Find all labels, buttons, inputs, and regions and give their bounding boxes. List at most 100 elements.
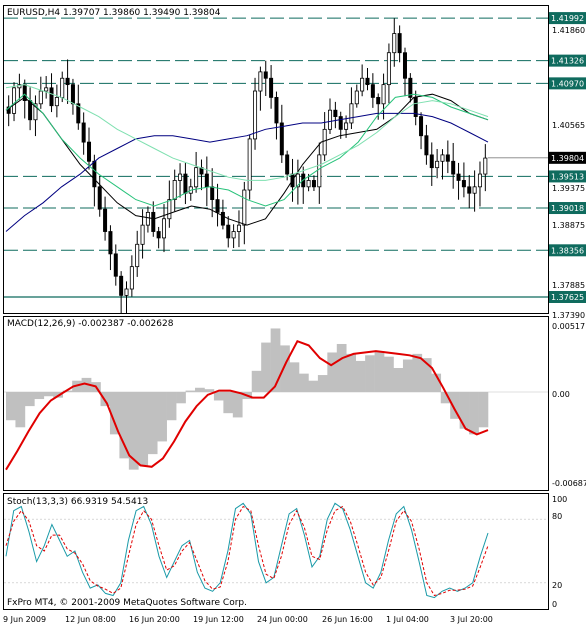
macd-tick: 0.00	[552, 390, 570, 399]
candle-body	[119, 275, 124, 296]
macd-histogram-bar	[6, 391, 16, 421]
macd-tick: -0.00687	[552, 479, 586, 488]
price-panel-frame	[3, 5, 549, 314]
macd-histogram-bar	[327, 352, 338, 392]
moving-average-line	[5, 112, 489, 232]
time-axis: 9 Jun 2009 12 Jun 08:00 16 Jun 20:00 19 …	[3, 615, 493, 624]
candle-body	[60, 77, 65, 98]
candle-body	[81, 122, 86, 143]
stoch-main-line	[5, 502, 489, 599]
candle-body	[92, 160, 97, 188]
macd-histogram-bar	[261, 342, 271, 392]
macd-histogram-bar	[204, 389, 215, 392]
candle-body	[70, 84, 75, 105]
macd-histogram-bar	[119, 391, 130, 459]
macd-histogram-bar	[157, 391, 167, 442]
candle-body	[429, 154, 434, 169]
candle-body	[295, 173, 300, 188]
candle-body	[365, 77, 370, 86]
candle-body	[161, 218, 166, 239]
candle-body	[183, 173, 188, 194]
price-tick: 1.39375	[552, 184, 585, 193]
candle-body	[54, 97, 59, 107]
macd-histogram-bar	[450, 391, 460, 419]
macd-histogram-bar	[298, 373, 309, 392]
macd-histogram-bar	[469, 391, 479, 435]
candle-body	[344, 122, 349, 130]
macd-histogram-bar	[336, 343, 347, 392]
macd-axis: 0.00517 0.00 -0.00687	[552, 322, 586, 488]
candle-body	[467, 186, 472, 194]
candle-body	[263, 71, 268, 79]
candle-body	[349, 103, 354, 124]
stoch-panel-frame	[3, 493, 549, 610]
macd-histogram-bar	[62, 390, 73, 392]
macd-histogram-bar	[176, 391, 186, 404]
candle-body	[220, 211, 225, 226]
time-label: 3 Jul 20:00	[450, 615, 493, 624]
candle-body	[247, 138, 252, 191]
macd-signal-line	[5, 339, 489, 471]
stoch-tick: 100	[552, 495, 567, 504]
candle-body	[129, 266, 134, 290]
macd-histogram-bar	[270, 328, 281, 392]
price-tick: 1.41860	[552, 26, 585, 35]
candle-body	[236, 224, 241, 232]
candle-body	[65, 77, 70, 86]
time-label: 9 Jun 2009	[3, 615, 46, 624]
level-tag-label: 1.41992	[551, 14, 584, 23]
candle-body	[258, 71, 263, 92]
candle-body	[38, 90, 43, 105]
candle-body	[311, 180, 316, 188]
level-tag	[549, 202, 586, 215]
candle-body	[44, 87, 49, 92]
stoch-tick: 80	[552, 512, 562, 521]
candle-body	[151, 211, 156, 232]
macd-histogram-bar	[421, 358, 432, 392]
macd-chart-title: MACD(12,26,9) -0.002387 -0.002628	[7, 319, 174, 329]
macd-histogram-bar	[100, 391, 111, 407]
candle-body	[215, 199, 220, 213]
macd-histogram-bar	[34, 391, 45, 400]
level-tag-label: 1.39513	[551, 172, 584, 181]
candle-body	[386, 52, 391, 86]
candle-body	[477, 173, 482, 188]
current-price-label: 1.39804	[551, 154, 584, 163]
candle-body	[424, 135, 429, 156]
time-label: 1 Jul 04:00	[386, 615, 429, 624]
macd-histogram-bar	[289, 362, 300, 392]
candle-body	[135, 243, 140, 268]
price-tick: 1.40565	[552, 121, 585, 130]
macd-histogram-bar	[346, 353, 356, 392]
candle-body	[456, 173, 461, 181]
price-chart-title: EURUSD,H4 1.39707 1.39860 1.39490 1.3980…	[7, 8, 221, 18]
stoch-chart	[4, 502, 548, 599]
candle-body	[274, 97, 279, 124]
macd-histogram-bar	[213, 391, 224, 401]
candle-body	[140, 224, 145, 245]
time-label: 26 Jun 16:00	[322, 615, 373, 624]
candle-body	[338, 116, 343, 130]
candle-body	[408, 77, 413, 98]
level-tag-label: 1.39018	[551, 204, 584, 213]
moving-average-line	[5, 93, 489, 226]
candle-body	[285, 154, 290, 175]
level-tags: 1.41992 1.41326 1.40970 1.39513 1.39018 1.383…	[549, 12, 586, 303]
level-tag-label: 1.37625	[551, 293, 584, 302]
stoch-tick: 0	[552, 600, 557, 609]
macd-histogram-bar	[374, 351, 385, 392]
moving-average-line	[5, 84, 489, 181]
macd-histogram-bar	[15, 391, 26, 428]
level-tag	[549, 12, 586, 25]
stoch-tick: 20	[552, 581, 562, 590]
stoch-axis: 100 80 20 0	[552, 495, 567, 609]
candle-body	[472, 186, 477, 194]
candle-body	[435, 160, 440, 169]
macd-histogram-bar	[440, 391, 451, 404]
candle-body	[49, 87, 54, 107]
current-price-tag	[549, 151, 586, 164]
price-tick: 1.37885	[552, 281, 585, 290]
macd-chart	[4, 328, 548, 471]
candle-body	[370, 84, 375, 98]
